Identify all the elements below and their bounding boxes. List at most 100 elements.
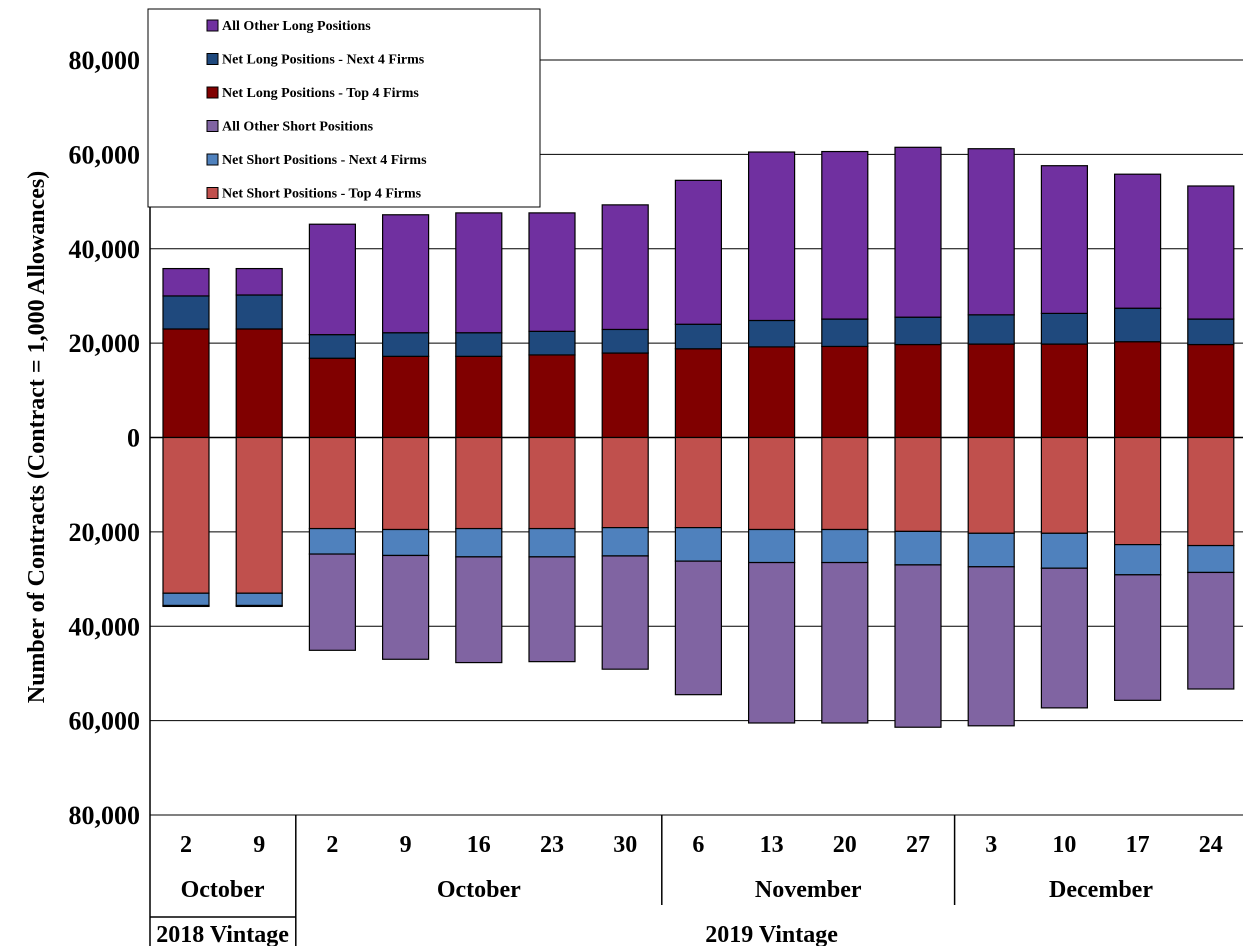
month-group-label: November [755, 877, 862, 903]
bar-segment [528, 330, 576, 356]
bar-segment [162, 592, 210, 607]
bar-segment [382, 528, 430, 557]
bar-segment [894, 530, 942, 566]
bar-segment [601, 352, 649, 439]
bar-segment [1113, 436, 1162, 546]
x-tick-label: 30 [613, 832, 637, 858]
x-tick-label: 24 [1199, 832, 1223, 858]
bar-segment [747, 319, 796, 348]
bar-segment [1187, 318, 1235, 346]
bar-segment [1187, 571, 1235, 690]
legend-label: All Other Short Positions [222, 120, 374, 135]
vintage-group-label: 2018 Vintage [156, 922, 289, 946]
x-tick-label: 9 [400, 832, 412, 858]
y-tick-label: 0 [127, 424, 140, 453]
bar-segment [308, 334, 356, 359]
bar-segment [455, 212, 503, 334]
bar-segment [162, 328, 210, 439]
legend-swatch [206, 187, 219, 199]
x-tick-label: 23 [540, 832, 564, 858]
bar-segment [967, 343, 1015, 439]
bar-segment [162, 295, 210, 330]
bar-segment [674, 436, 723, 529]
bar-segment [382, 436, 430, 531]
legend-swatch [206, 19, 219, 32]
bar-segment [1187, 436, 1235, 547]
legend-swatch [206, 153, 219, 166]
bar-segment [1187, 343, 1235, 439]
legend-label: Net Long Positions - Next 4 Firms [222, 53, 425, 68]
month-group-label: October [181, 877, 265, 903]
y-tick-label: 40,000 [69, 612, 141, 641]
bar-segment [162, 604, 210, 608]
bar-segment [162, 267, 210, 297]
x-tick-label: 9 [253, 832, 265, 858]
y-axis: 80,000 60,000 40,000 20,000 0 20,000 40,000 60,… [69, 46, 151, 830]
legend-swatch [206, 86, 219, 99]
bar-segment [1113, 574, 1162, 701]
bar-segment [1113, 173, 1162, 309]
y-tick-label: 80,000 [69, 46, 141, 75]
bar-segment [528, 436, 576, 530]
bar-segment [601, 204, 649, 331]
bar-segment [674, 323, 723, 350]
bar-segment [601, 328, 649, 354]
legend-box [147, 8, 541, 208]
legend: All Other Long Positions Net Long Positio… [147, 8, 541, 208]
y-tick-label: 80,000 [69, 801, 141, 830]
bar-segment [382, 214, 430, 334]
bar-segment [235, 592, 283, 607]
x-tick-label: 16 [467, 832, 491, 858]
month-group-label: October [437, 877, 521, 903]
bar-segment [528, 212, 576, 332]
bar-segment [967, 148, 1015, 316]
legend-label: Net Short Positions - Top 4 Firms [222, 187, 422, 202]
bar-segment [674, 560, 723, 696]
bar-segment [455, 556, 503, 664]
bar-segment [235, 328, 283, 439]
bar-segment [235, 604, 283, 608]
bars [162, 146, 1235, 728]
x-tick-label: 3 [985, 832, 997, 858]
bar-segment [674, 527, 723, 562]
x-tick-label: 2 [180, 832, 192, 858]
bar-segment [1040, 436, 1089, 534]
bar-segment [747, 436, 796, 531]
bar-segment [455, 332, 503, 357]
legend-swatch [206, 53, 219, 65]
x-tick-label: 2 [326, 832, 338, 858]
bar-segment [455, 355, 503, 439]
legend-swatch [206, 120, 219, 132]
bar-segment [821, 528, 869, 564]
legend-label: Net Short Positions - Next 4 Firms [222, 153, 427, 168]
bar-segment [235, 436, 283, 594]
bar-segment [1040, 312, 1089, 345]
bar-segment [967, 314, 1015, 345]
x-tick-label: 10 [1052, 832, 1076, 858]
bar-segment [747, 561, 796, 724]
bar-segment [674, 179, 723, 325]
legend-label: Net Long Positions - Top 4 Firms [222, 86, 419, 101]
bar-segment [528, 556, 576, 663]
bar-segment [308, 223, 356, 336]
legend-label: All Other Long Positions [222, 19, 371, 34]
bar-segment [308, 436, 356, 530]
bar-segment [821, 436, 869, 531]
y-tick-label: 20,000 [69, 329, 141, 358]
bar-segment [747, 151, 796, 322]
bar-segment [382, 355, 430, 439]
x-tick-label: 17 [1126, 832, 1150, 858]
bar-segment [528, 527, 576, 558]
bar-segment [382, 554, 430, 660]
bar-segment [674, 348, 723, 439]
bar-segment [967, 436, 1015, 534]
bar-segment [1040, 567, 1089, 709]
x-tick-label: 27 [906, 832, 930, 858]
bar-segment [1187, 185, 1235, 320]
x-tick-label: 20 [833, 832, 857, 858]
bar-segment [455, 436, 503, 530]
y-tick-label: 60,000 [69, 707, 141, 736]
y-tick-label: 60,000 [69, 140, 141, 169]
bar-segment [1040, 343, 1089, 439]
